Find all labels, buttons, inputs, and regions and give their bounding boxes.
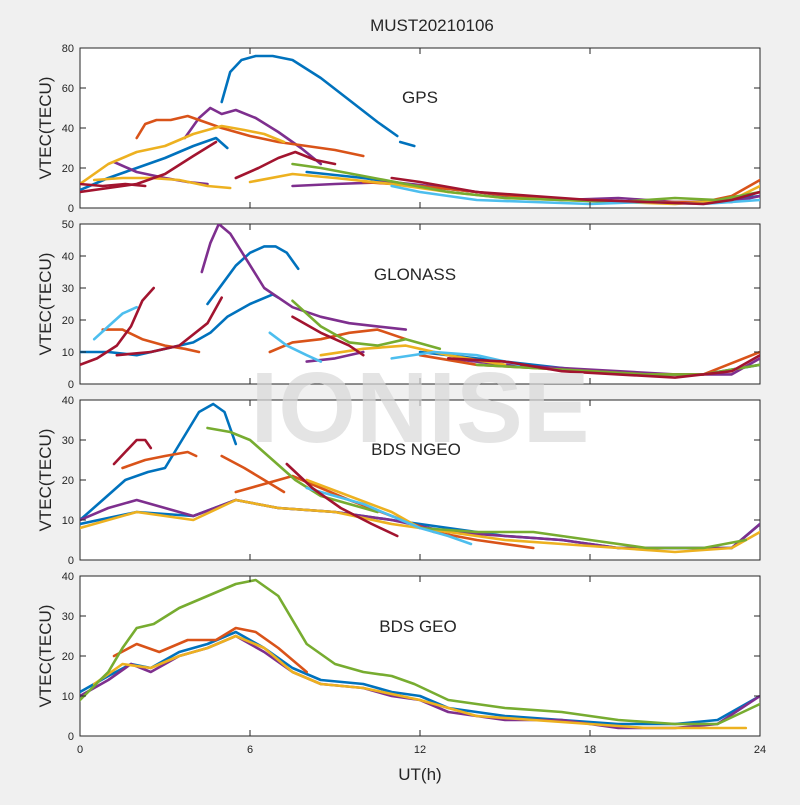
watermark: IONISE — [251, 352, 590, 464]
series-line-10 — [305, 486, 473, 546]
series-line-1 — [398, 140, 416, 148]
series-line-2 — [112, 626, 309, 674]
plot-area — [79, 223, 761, 385]
series-line-12 — [291, 162, 760, 204]
y-tick-label: 40 — [62, 395, 74, 407]
y-tick-label: 20 — [62, 651, 74, 663]
series-line-17 — [291, 315, 365, 357]
series-line-15 — [80, 182, 147, 188]
y-tick-label: 30 — [62, 611, 74, 623]
series-line-9 — [418, 526, 748, 550]
x-axis-label: UT(h) — [398, 765, 441, 784]
series-line-12 — [92, 305, 138, 341]
y-tick-label: 30 — [62, 435, 74, 447]
y-tick-label: 80 — [62, 43, 74, 55]
series-line-8 — [206, 426, 379, 514]
y-tick-label: 20 — [62, 475, 74, 487]
series-line-18 — [446, 353, 760, 379]
y-tick-label: 20 — [62, 315, 74, 327]
series-line-4 — [183, 106, 323, 166]
y-tick-label: 30 — [62, 283, 74, 295]
y-tick-label: 40 — [62, 123, 74, 135]
y-tick-label: 40 — [62, 251, 74, 263]
series-line-10 — [92, 176, 232, 190]
y-tick-label: 40 — [62, 571, 74, 583]
series-line-16 — [234, 150, 337, 180]
series-line-15 — [80, 286, 155, 367]
panel-label: GLONASS — [374, 265, 456, 284]
y-axis-label: VTEC(TECU) — [36, 429, 55, 532]
y-tick-label: 50 — [62, 219, 74, 231]
series-line-13 — [268, 331, 323, 363]
panel-label: BDS GEO — [379, 617, 456, 636]
x-tick-label: 12 — [414, 744, 426, 756]
y-tick-label: 20 — [62, 163, 74, 175]
series-line-0 — [220, 54, 399, 138]
series-line-10 — [291, 299, 442, 351]
series-line-6 — [101, 328, 201, 354]
series-line-16 — [115, 296, 223, 357]
panel-1: 0 10 20 30 40 50 VTEC(TECU) GLONASS — [36, 219, 761, 391]
x-tick-label: 6 — [247, 744, 253, 756]
y-tick-label: 10 — [62, 515, 74, 527]
series-line-7 — [135, 114, 365, 158]
y-tick-label: 0 — [68, 379, 74, 391]
series-line-3 — [121, 450, 198, 470]
chart-title: MUST20210106 — [370, 16, 494, 35]
x-tick-label: 24 — [754, 744, 766, 756]
series-line-3 — [200, 224, 408, 331]
y-axis-label: VTEC(TECU) — [36, 605, 55, 708]
y-tick-label: 10 — [62, 691, 74, 703]
series-group — [80, 54, 760, 206]
y-tick-label: 0 — [68, 203, 74, 215]
y-axis-label: VTEC(TECU) — [36, 253, 55, 356]
panel-label: BDS NGEO — [371, 440, 461, 459]
y-axis-label: VTEC(TECU) — [36, 77, 55, 180]
series-line-7 — [305, 478, 422, 530]
y-tick-label: 0 — [68, 731, 74, 743]
series-line-17 — [390, 176, 760, 206]
series-line-14 — [80, 140, 218, 194]
series-group — [80, 224, 760, 379]
y-tick-label: 60 — [62, 83, 74, 95]
series-line-3 — [92, 634, 748, 730]
panel-3: 0 10 20 30 40 0 6 12 18 24 VTEC(TECU) BDS GEO — [36, 571, 766, 756]
series-line-0 — [206, 245, 300, 306]
series-group — [80, 578, 760, 730]
series-group — [80, 402, 760, 554]
series-line-4 — [220, 454, 286, 494]
y-tick-label: 0 — [68, 555, 74, 567]
plot-area — [79, 399, 761, 561]
panel-2: 0 10 20 30 40 VTEC(TECU) BDS NGEO — [36, 395, 761, 567]
x-tick-label: 18 — [584, 744, 596, 756]
series-line-11 — [112, 438, 153, 466]
series-line-4 — [80, 578, 760, 726]
panel-label: GPS — [402, 88, 438, 107]
series-line-12 — [285, 462, 399, 538]
panel-0: 0 20 40 60 80 VTEC(TECU) GPS — [36, 43, 761, 215]
x-tick-label: 0 — [77, 744, 83, 756]
series-line-9 — [80, 124, 286, 186]
y-tick-label: 10 — [62, 347, 74, 359]
series-line-7 — [268, 328, 408, 354]
